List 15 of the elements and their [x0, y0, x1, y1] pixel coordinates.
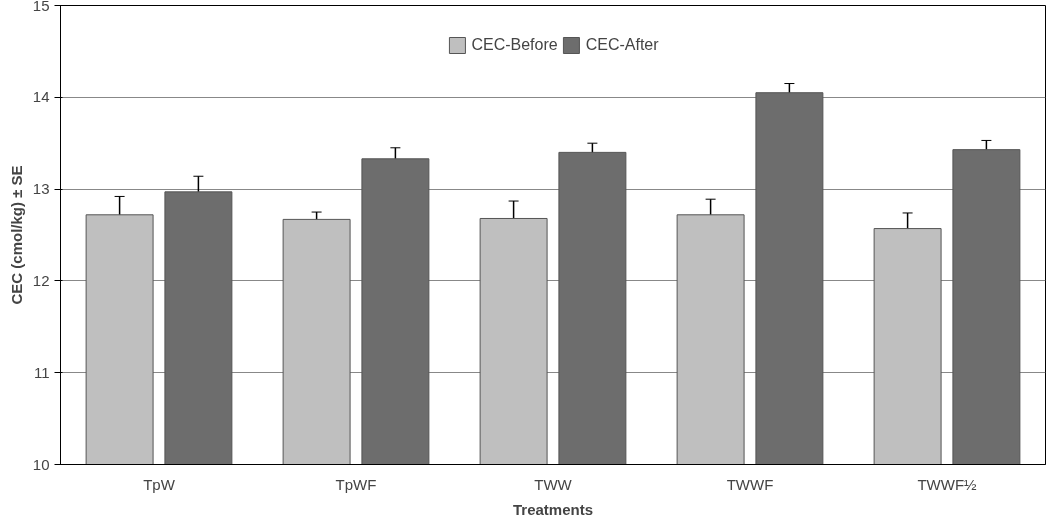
y-tick-label: 11	[33, 363, 50, 381]
x-tick-label: TpW	[143, 475, 176, 493]
y-tick-label: 14	[32, 88, 50, 106]
x-axis-title: Treatments	[512, 500, 594, 518]
y-tick-label: 12	[32, 271, 50, 289]
x-tick-label: TWW	[534, 475, 573, 493]
x-tick-label: TWWF	[726, 475, 774, 493]
x-tick-label: TpWF	[335, 475, 377, 493]
y-tick-label: 13	[32, 180, 50, 198]
legend-label: CEC-Before	[471, 36, 558, 54]
y-axis-title: CEC (cmol/kg) ± SE	[7, 165, 25, 305]
legend-label: CEC-After	[585, 36, 659, 54]
y-tick-label: 10	[32, 455, 50, 473]
y-tick-label: 15	[32, 0, 50, 14]
x-tick-label: TWWF½	[917, 475, 978, 493]
